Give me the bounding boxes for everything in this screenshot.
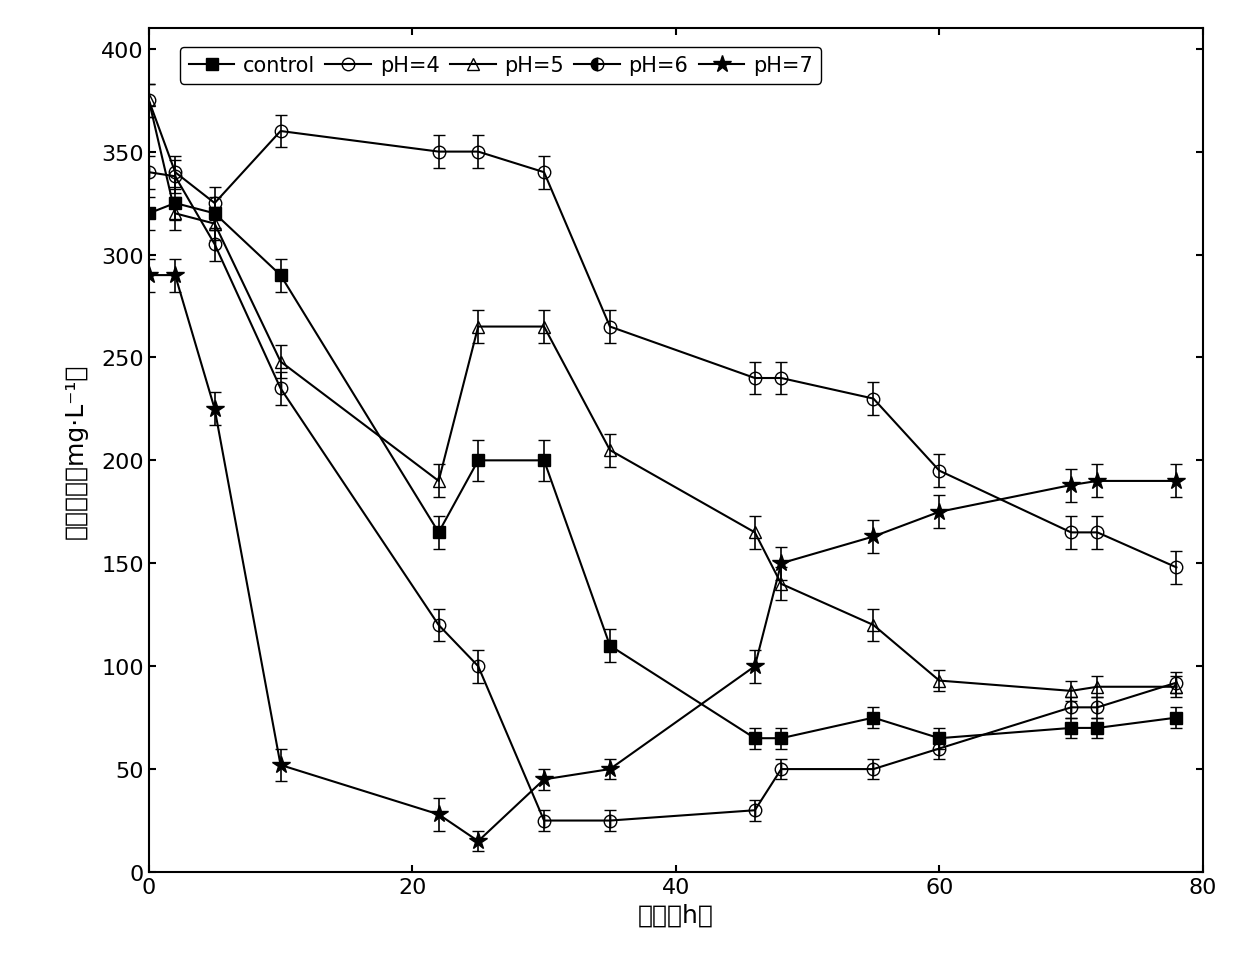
Legend: control, pH=4, pH=5, pH=6, pH=7: control, pH=4, pH=5, pH=6, pH=7 (180, 47, 821, 84)
Y-axis label: 氨氮浓度（mg·L⁻¹）: 氨氮浓度（mg·L⁻¹） (63, 363, 88, 538)
X-axis label: 时间（h）: 时间（h） (637, 902, 714, 926)
